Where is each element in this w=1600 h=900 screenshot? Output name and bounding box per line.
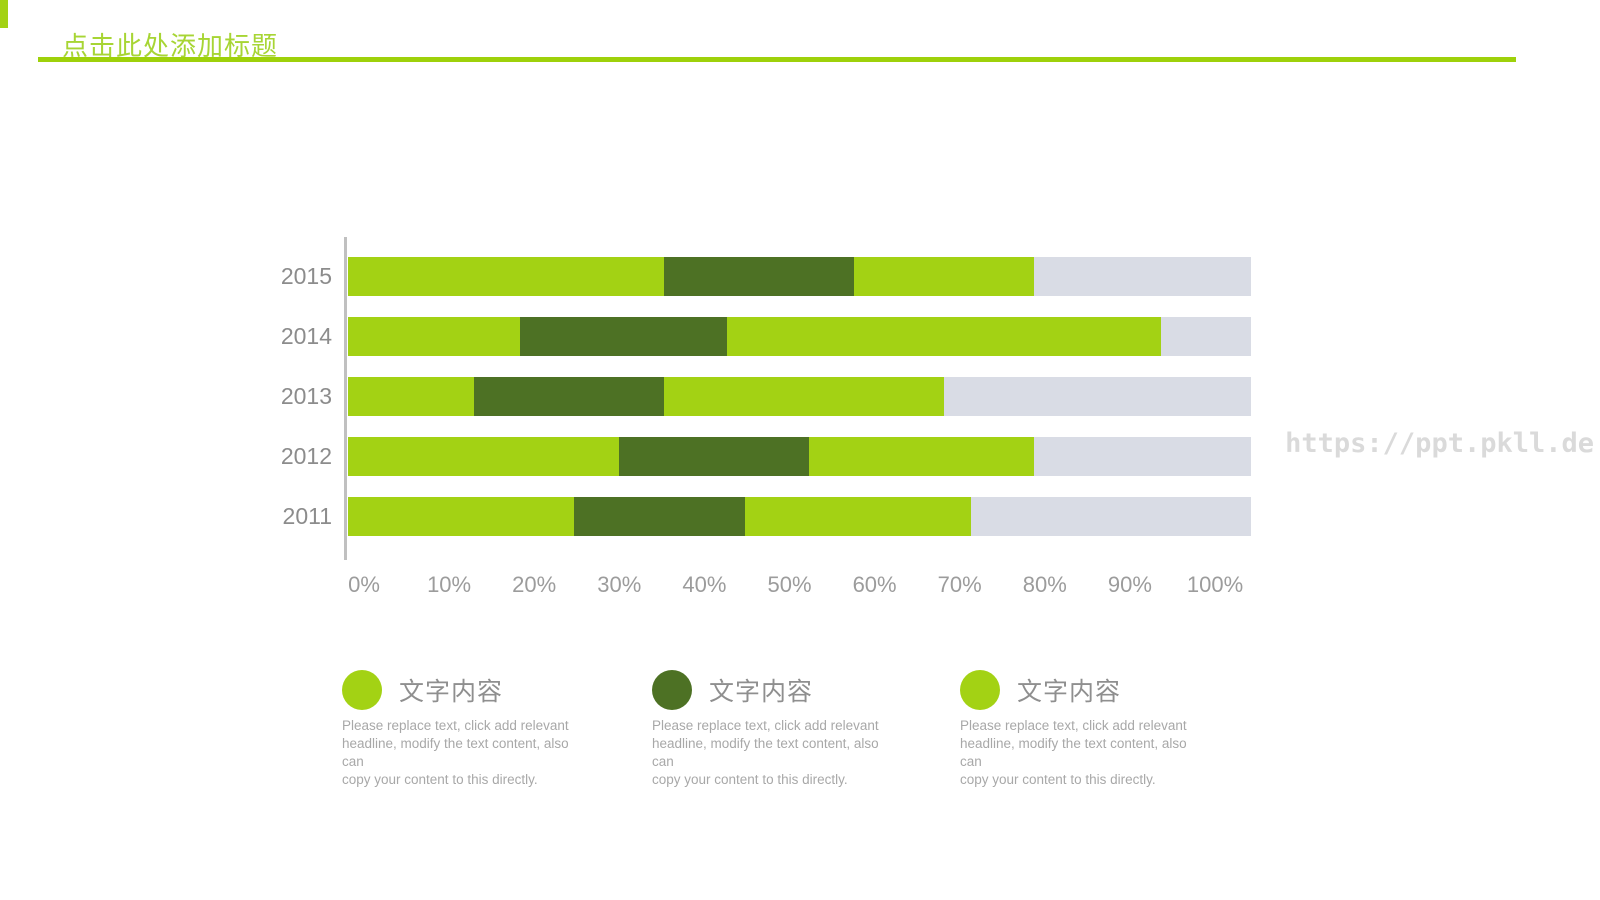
legend-item-3: 文字内容 Please replace text, click add relev…: [960, 670, 1260, 789]
bar-segment-2012-series4[interactable]: [1034, 437, 1251, 476]
bar-segment-2015-series2[interactable]: [664, 257, 854, 296]
legend-item-header: 文字内容: [960, 670, 1260, 710]
legend-item-2: 文字内容 Please replace text, click add relev…: [652, 670, 952, 789]
bar-row-2014: [348, 317, 1251, 356]
y-axis-line: [344, 237, 347, 560]
bar-segment-2013-series1[interactable]: [348, 377, 475, 416]
bar-segment-2014-series4[interactable]: [1160, 317, 1251, 356]
legend-item-title[interactable]: 文字内容: [399, 678, 504, 706]
x-axis-tick-70%: 70%: [937, 572, 982, 597]
x-axis-tick-20%: 20%: [512, 572, 557, 597]
legend-item-1: 文字内容 Please replace text, click add relev…: [342, 670, 642, 789]
x-axis-tick-40%: 40%: [682, 572, 727, 597]
legend-item-header: 文字内容: [342, 670, 642, 710]
bar-segment-2011-series3[interactable]: [745, 497, 972, 536]
bar-segment-2011-series1[interactable]: [348, 497, 574, 536]
y-axis-label-2012: 2012: [280, 443, 332, 469]
bar-row-2011: [348, 497, 1251, 536]
legend-swatch-circle: [342, 670, 382, 710]
x-axis-tick-0%: 0%: [348, 572, 380, 597]
bar-segment-2014-series2[interactable]: [519, 317, 728, 356]
legend-item-description[interactable]: Please replace text, click add relevant …: [342, 718, 569, 787]
bar-segment-2013-series3[interactable]: [664, 377, 944, 416]
bar-segment-2013-series4[interactable]: [943, 377, 1251, 416]
plot-area: [348, 257, 1251, 537]
legend-item-description[interactable]: Please replace text, click add relevant …: [652, 718, 879, 787]
y-axis-label-2013: 2013: [280, 383, 332, 409]
x-axis-tick-90%: 90%: [1107, 572, 1152, 597]
legend-item-header: 文字内容: [652, 670, 952, 710]
y-axis-label-2014: 2014: [280, 323, 332, 349]
bar-row-2012: [348, 437, 1251, 476]
x-axis-tick-100%: 100%: [1186, 572, 1244, 597]
bar-segment-2014-series1[interactable]: [348, 317, 520, 356]
bar-segment-2012-series2[interactable]: [618, 437, 809, 476]
bar-segment-2013-series2[interactable]: [474, 377, 665, 416]
x-axis-tick-80%: 80%: [1022, 572, 1067, 597]
corner-accent-bar: [0, 0, 8, 28]
title-underline: [38, 57, 1516, 62]
legend-swatch-circle: [652, 670, 692, 710]
y-axis-label-2015: 2015: [280, 263, 332, 289]
legend-item-description[interactable]: Please replace text, click add relevant …: [960, 718, 1187, 787]
bar-segment-2015-series3[interactable]: [853, 257, 1035, 296]
x-axis-tick-50%: 50%: [767, 572, 812, 597]
bar-segment-2011-series2[interactable]: [573, 497, 746, 536]
watermark-url: https://ppt.pkll.de: [1285, 428, 1594, 459]
bar-segment-2012-series3[interactable]: [808, 437, 1035, 476]
legend-item-title[interactable]: 文字内容: [1017, 678, 1122, 706]
legend-item-title[interactable]: 文字内容: [709, 678, 814, 706]
bar-segment-2012-series1[interactable]: [348, 437, 619, 476]
x-axis-tick-10%: 10%: [427, 572, 472, 597]
bar-row-2015: [348, 257, 1251, 296]
legend-swatch-circle: [960, 670, 1000, 710]
bar-row-2013: [348, 377, 1251, 416]
x-axis-tick-30%: 30%: [597, 572, 642, 597]
bar-segment-2011-series4[interactable]: [971, 497, 1251, 536]
bar-segment-2015-series4[interactable]: [1034, 257, 1251, 296]
bar-segment-2015-series1[interactable]: [348, 257, 665, 296]
x-axis-tick-60%: 60%: [852, 572, 897, 597]
y-axis-label-2011: 2011: [282, 503, 332, 529]
page-title[interactable]: 点击此处添加标题: [62, 31, 279, 61]
bar-segment-2014-series3[interactable]: [727, 317, 1161, 356]
